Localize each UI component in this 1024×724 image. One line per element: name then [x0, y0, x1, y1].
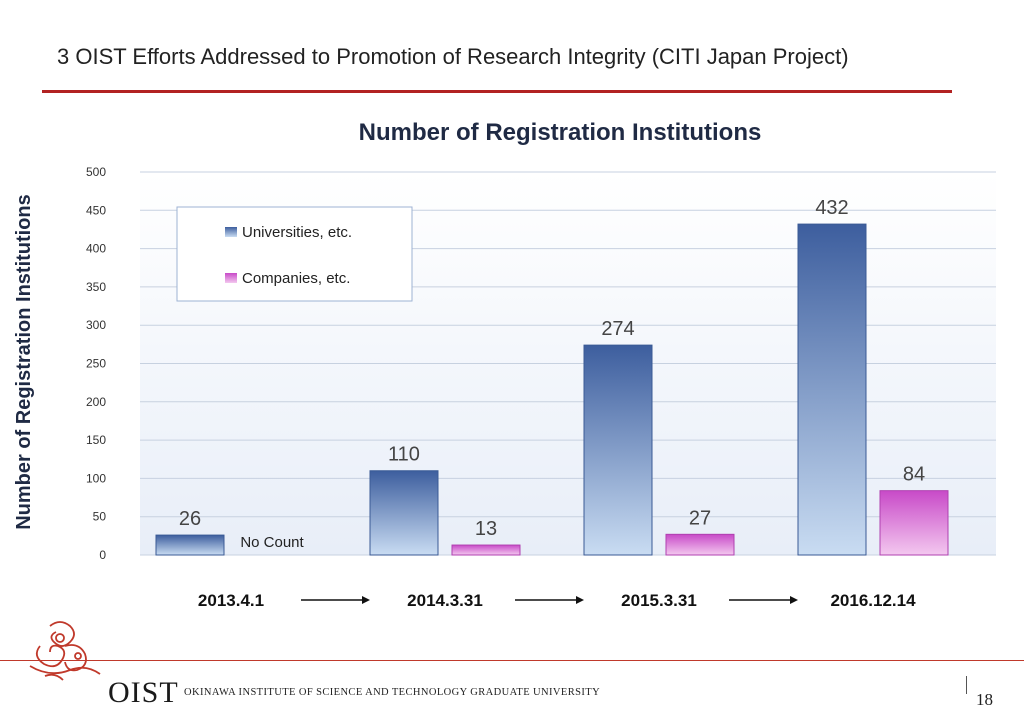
- y-tick-label: 0: [99, 548, 106, 562]
- data-label: 110: [388, 444, 420, 466]
- y-tick-label: 350: [86, 280, 106, 294]
- x-tick-label: 2013.4.1: [198, 591, 264, 610]
- data-label: 26: [179, 508, 201, 530]
- data-label: 13: [475, 518, 497, 540]
- data-label: 432: [815, 197, 848, 219]
- page-number-divider: [966, 676, 967, 694]
- legend-swatch-universities: [225, 227, 237, 237]
- y-tick-label: 200: [86, 395, 106, 409]
- arrow-head-icon: [576, 596, 584, 604]
- bar-companies-3: [879, 490, 949, 556]
- oist-logo-text: OIST: [108, 676, 179, 709]
- y-tick-label: 50: [93, 510, 107, 524]
- y-tick-label: 300: [86, 318, 106, 332]
- bar-universities-2: [583, 344, 653, 556]
- y-tick-label: 450: [86, 203, 106, 217]
- title-rule: [42, 90, 952, 93]
- arrow-head-icon: [790, 596, 798, 604]
- legend-swatch-companies: [225, 273, 237, 283]
- data-label: 274: [601, 318, 634, 340]
- footer-line: [0, 660, 1024, 661]
- legend-label-companies: Companies, etc.: [242, 270, 350, 287]
- y-tick-label: 500: [86, 165, 106, 179]
- legend-box: [176, 206, 413, 302]
- y-tick-label: 100: [86, 471, 106, 485]
- legend-label-universities: Universities, etc.: [242, 224, 352, 241]
- y-tick-label: 250: [86, 357, 106, 371]
- oist-logo-icon: [29, 621, 101, 681]
- y-tick-label: 150: [86, 433, 106, 447]
- registration-bar-chart: 0 50 100 150 200 250 300 350 400 450 500 26 No Coun…: [13, 119, 996, 610]
- y-tick-label: 400: [86, 242, 106, 256]
- data-label: 84: [903, 464, 925, 486]
- bar-universities-1: [369, 470, 439, 556]
- bar-universities-3: [797, 223, 867, 556]
- x-tick-label: 2015.3.31: [621, 591, 697, 610]
- slide-title: 3 OIST Efforts Addressed to Promotion of…: [57, 44, 849, 69]
- legend: Universities, etc. Companies, etc.: [176, 206, 413, 302]
- arrow-head-icon: [362, 596, 370, 604]
- bar-companies-1: [451, 544, 521, 556]
- data-label: 27: [689, 507, 711, 529]
- page-number: 18: [976, 690, 993, 709]
- no-count-annotation: No Count: [240, 534, 304, 551]
- x-tick-label: 2016.12.14: [830, 591, 916, 610]
- x-tick-label: 2014.3.31: [407, 591, 483, 610]
- bar-universities-0: [155, 534, 225, 556]
- chart-title: Number of Registration Institutions: [359, 119, 762, 146]
- y-axis-label: Number of Registration Institutions: [13, 194, 35, 530]
- bar-companies-2: [665, 533, 735, 556]
- organization-name: Okinawa Institute of Science and Technol…: [184, 687, 601, 698]
